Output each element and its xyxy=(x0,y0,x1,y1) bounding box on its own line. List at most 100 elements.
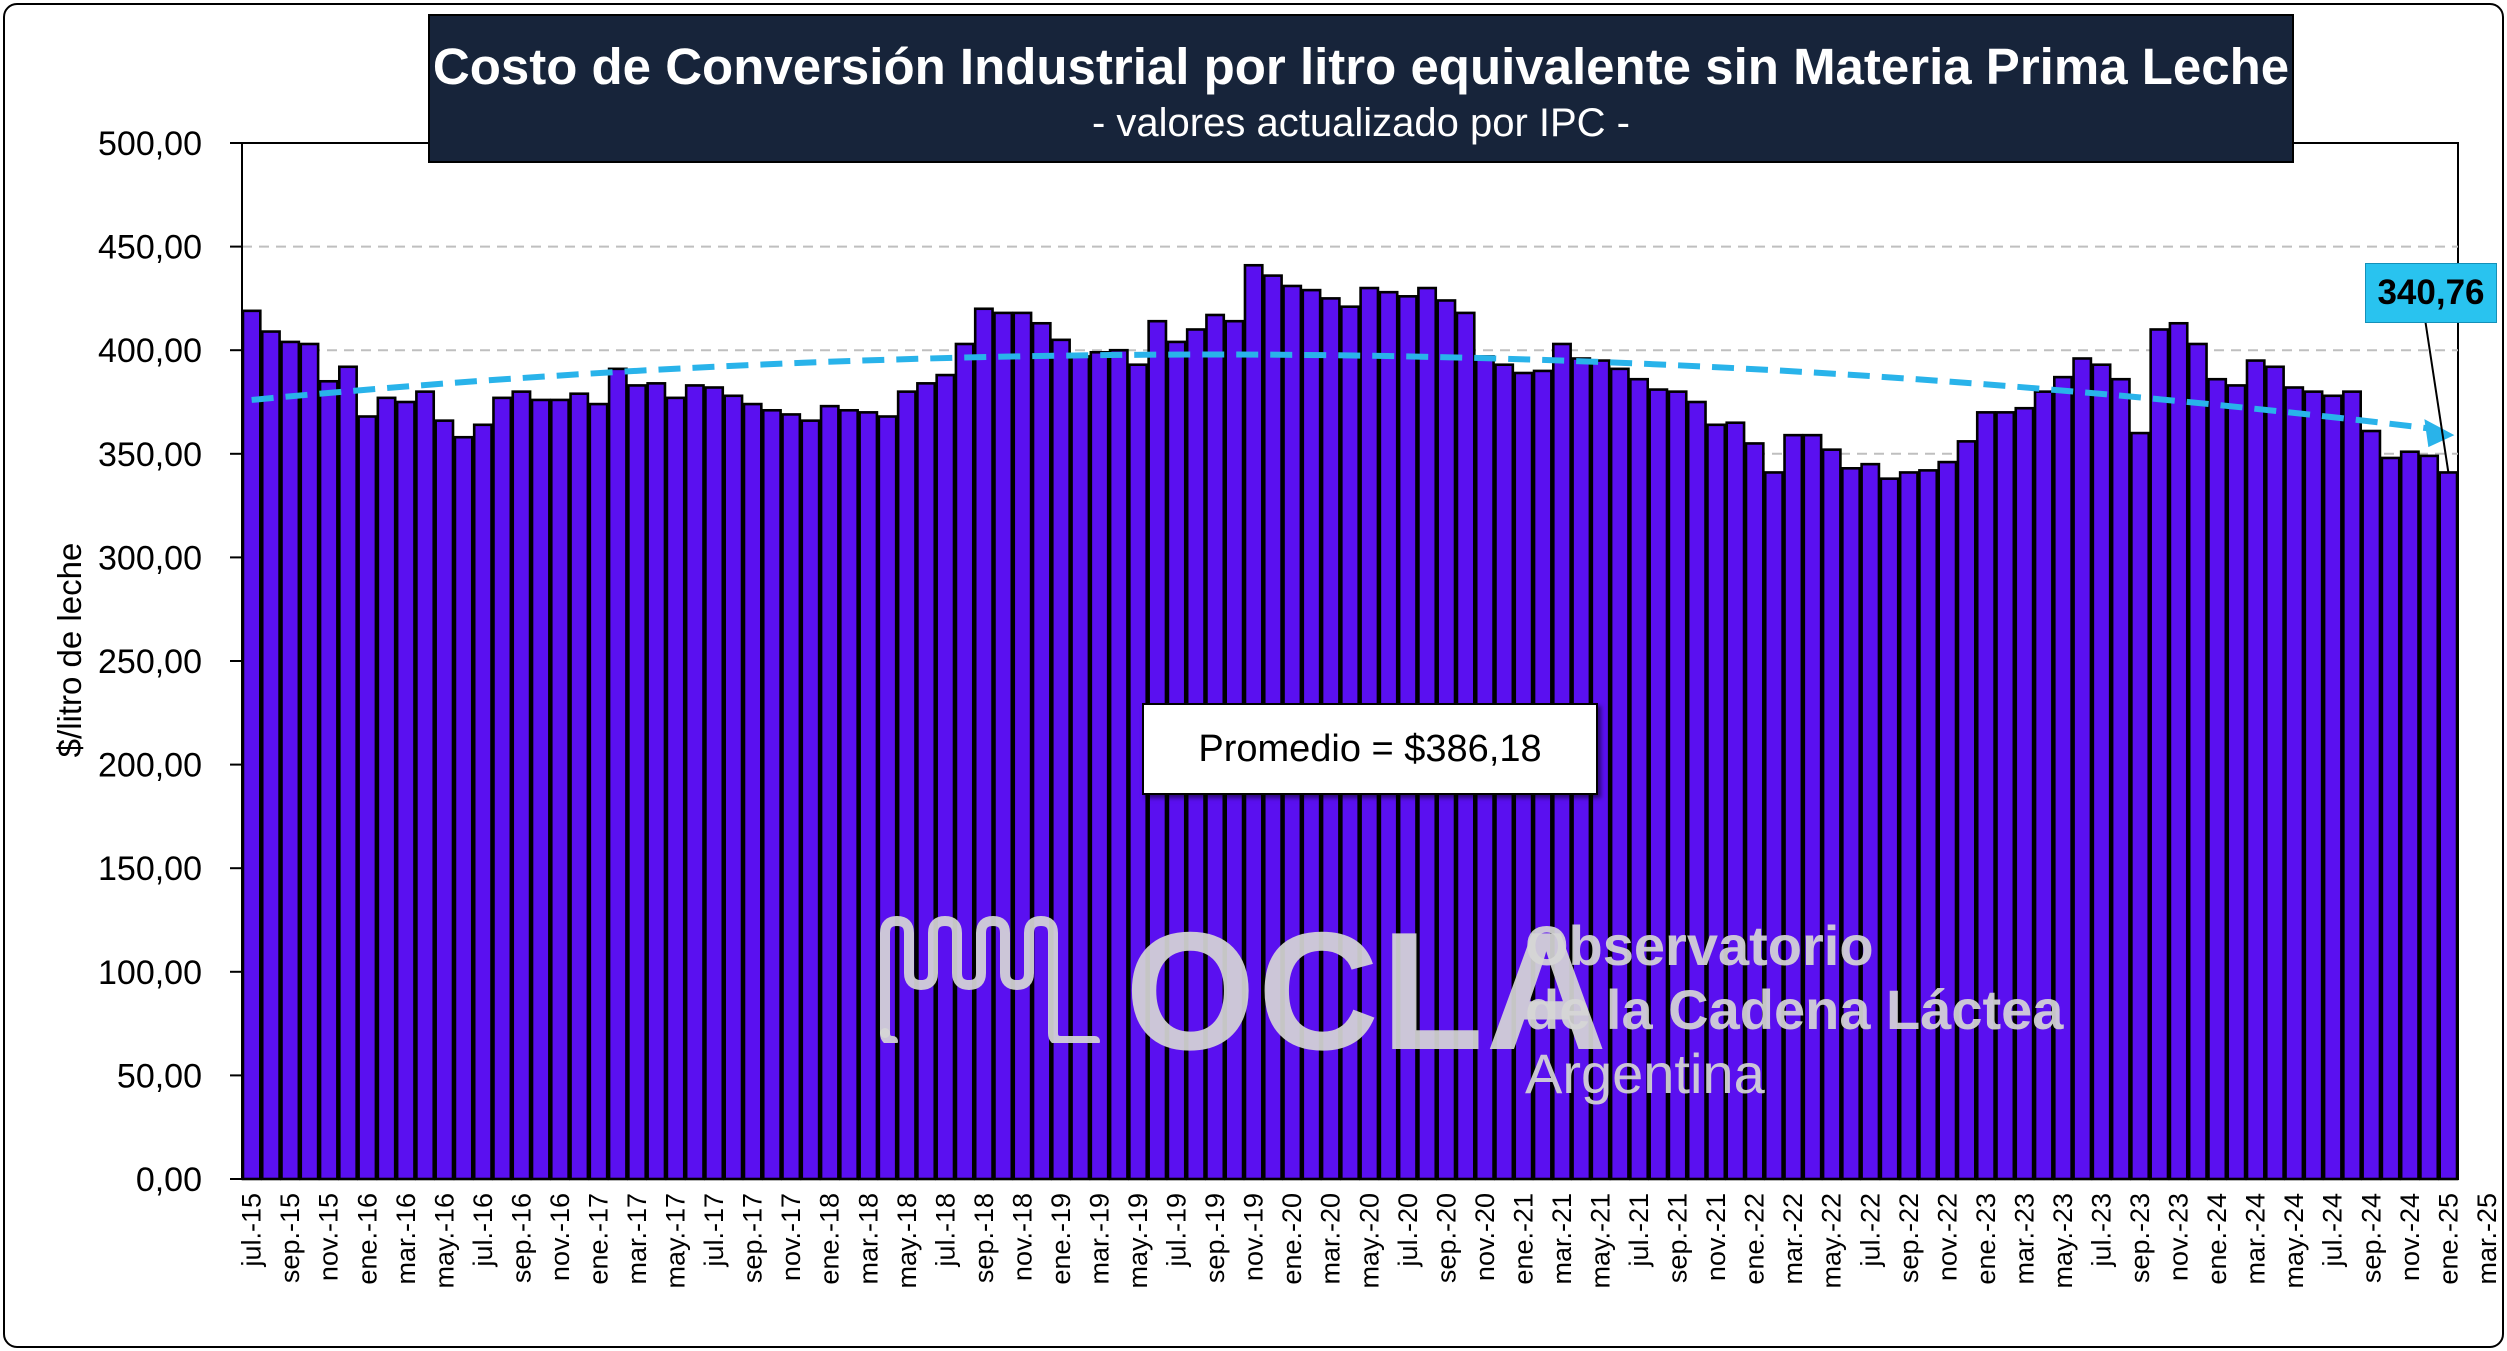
x-tick-label: sep.-19 xyxy=(1200,1193,1230,1283)
bar xyxy=(2342,390,2362,1181)
logo-wordmark: OCLA xyxy=(1125,897,1609,1085)
bar xyxy=(415,390,436,1181)
x-tick-label: sep.-22 xyxy=(1894,1193,1924,1283)
x-tick-label: may.-21 xyxy=(1586,1193,1616,1289)
x-tick-label: sep.-20 xyxy=(1431,1193,1461,1283)
x-tick-label: jul.-23 xyxy=(2087,1193,2117,1268)
x-tick-label: mar.-17 xyxy=(622,1193,652,1285)
y-ticks-layer: 0,00 50,00 100,00 150,00 200,00 250,00 300,00 3… xyxy=(98,125,202,1199)
last-value-leader-line xyxy=(2424,318,2450,473)
last-value-callout: 340,76 xyxy=(2365,263,2497,323)
bar xyxy=(299,342,320,1181)
bar xyxy=(549,398,570,1181)
y-tick-label: 300,00 xyxy=(98,539,202,577)
x-tick-label: sep.-16 xyxy=(506,1193,536,1283)
y-axis-label: $/litro de leche xyxy=(51,543,88,758)
bar xyxy=(434,419,455,1181)
bar xyxy=(280,340,301,1181)
bar xyxy=(2361,429,2382,1181)
x-tick-label: may.-19 xyxy=(1123,1193,1153,1289)
bar xyxy=(2226,384,2247,1181)
x-tick-label: sep.-18 xyxy=(969,1193,999,1283)
bar xyxy=(241,309,262,1181)
x-tick-label: sep.-24 xyxy=(2356,1193,2386,1283)
bar xyxy=(2264,365,2285,1181)
x-tick-label: jul.-24 xyxy=(2318,1193,2348,1268)
bar xyxy=(839,408,859,1181)
x-tick-label: jul.-22 xyxy=(1855,1193,1885,1268)
x-tick-label: may.-24 xyxy=(2279,1193,2309,1289)
x-tick-label: ene.-24 xyxy=(2202,1193,2232,1285)
x-tick-label: nov.-22 xyxy=(1932,1193,1962,1281)
y-tick-label: 50,00 xyxy=(117,1057,202,1095)
x-tick-label: ene.-17 xyxy=(583,1193,613,1285)
bar xyxy=(627,384,647,1181)
bar xyxy=(819,404,840,1181)
bar xyxy=(530,398,551,1181)
x-tick-label: may.-20 xyxy=(1354,1193,1384,1289)
average-annotation-label: Promedio = $386,18 xyxy=(1198,727,1542,770)
bar xyxy=(2284,386,2305,1181)
y-tick-label: 400,00 xyxy=(98,332,202,370)
bar xyxy=(2322,394,2343,1181)
x-tick-label: nov.-21 xyxy=(1701,1193,1731,1281)
bar xyxy=(781,413,802,1181)
bar xyxy=(684,384,705,1181)
y-tick-label: 500,00 xyxy=(98,125,202,163)
chart-subtitle: - valores actualizado por IPC - xyxy=(1091,101,1630,145)
x-tick-label: mar.-24 xyxy=(2241,1193,2271,1285)
x-tick-label: ene.-19 xyxy=(1046,1193,1076,1285)
x-tick-label: jul.-20 xyxy=(1393,1193,1423,1268)
logo-text-line-3: Argentina xyxy=(1525,1042,1765,1105)
bar xyxy=(569,392,590,1181)
y-tick-label: 150,00 xyxy=(98,850,202,888)
x-tick-label: nov.-23 xyxy=(2164,1193,2194,1281)
bar xyxy=(2091,363,2112,1181)
x-tick-label: sep.-21 xyxy=(1663,1193,1693,1283)
bar xyxy=(2168,321,2189,1181)
x-tick-label: sep.-17 xyxy=(738,1193,768,1283)
y-tick-label: 100,00 xyxy=(98,954,202,992)
logo-text-line-2: de la Cadena Láctea xyxy=(1525,978,2064,1041)
bar xyxy=(376,396,397,1181)
bar xyxy=(2187,342,2208,1181)
bar xyxy=(357,415,378,1181)
bar xyxy=(260,330,281,1181)
x-tick-label: nov.-17 xyxy=(776,1193,806,1281)
bar xyxy=(511,390,532,1181)
x-tick-label: ene.-16 xyxy=(352,1193,382,1285)
bar xyxy=(2245,359,2266,1181)
bar xyxy=(2303,390,2324,1181)
x-tick-label: mar.-20 xyxy=(1316,1193,1346,1285)
bar xyxy=(704,386,725,1181)
trend-layer xyxy=(251,351,2455,448)
bar xyxy=(2399,450,2420,1181)
bar xyxy=(2380,456,2401,1181)
ocla-watermark-logo: OCLA Observatorio de la Cadena Láctea Ar… xyxy=(865,897,2085,1105)
last-value-label: 340,76 xyxy=(2377,273,2485,312)
y-tick-label: 200,00 xyxy=(98,747,202,785)
y-tick-label: 450,00 xyxy=(98,229,202,267)
x-tick-label: jul.-16 xyxy=(468,1193,498,1268)
average-annotation-box: Promedio = $386,18 xyxy=(1142,703,1598,795)
logo-text-line-1: Observatorio xyxy=(1525,914,1874,977)
x-tick-label: mar.-25 xyxy=(2472,1193,2502,1285)
y-tick-label: 250,00 xyxy=(98,643,202,681)
chart-title-box: Costo de Conversión Industrial por litro… xyxy=(428,14,2294,163)
bar xyxy=(607,367,628,1181)
bar xyxy=(492,396,513,1181)
x-tick-label: jul.-18 xyxy=(930,1193,960,1268)
chart-frame: 0,00 50,00 100,00 150,00 200,00 250,00 300,00 3… xyxy=(3,3,2504,1348)
chart-svg: 0,00 50,00 100,00 150,00 200,00 250,00 300,00 3… xyxy=(51,125,2502,1289)
bar xyxy=(2130,431,2151,1181)
axes-layer xyxy=(230,142,2458,1180)
x-tick-label: mar.-22 xyxy=(1778,1193,1808,1285)
bar xyxy=(2419,454,2440,1181)
x-tick-label: jul.-19 xyxy=(1162,1193,1192,1268)
bar xyxy=(742,402,763,1181)
x-tick-label: jul.-15 xyxy=(237,1193,267,1268)
x-tick-label: mar.-19 xyxy=(1084,1193,1114,1285)
bar xyxy=(723,394,744,1181)
x-tick-label: mar.-18 xyxy=(853,1193,883,1285)
x-tick-label: jul.-17 xyxy=(699,1193,729,1268)
